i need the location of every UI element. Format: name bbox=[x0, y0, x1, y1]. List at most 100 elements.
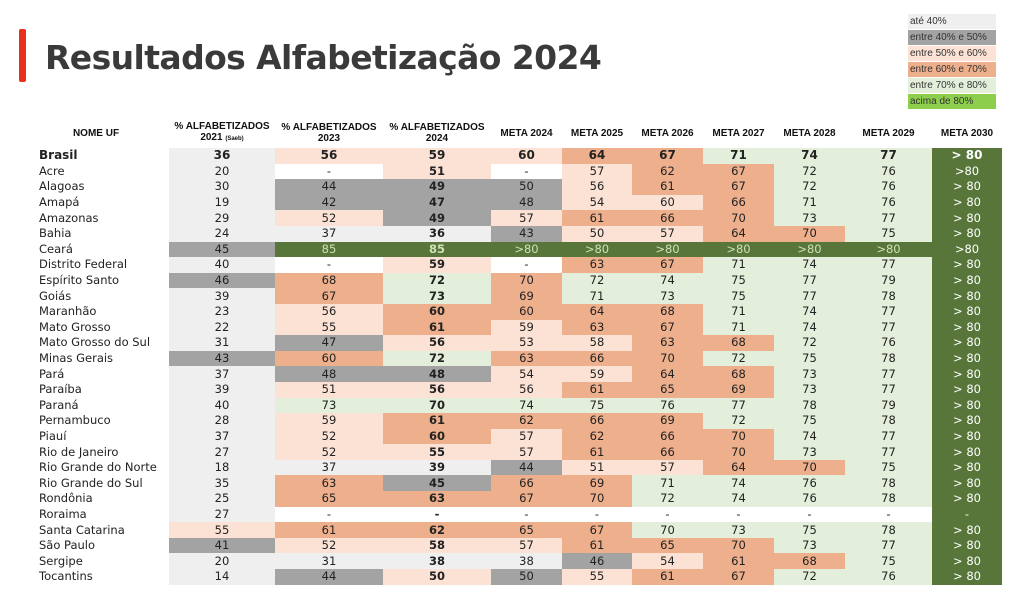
table-row: Rio Grande do Norte 18 37 39 44 51 57 64 70 75 > 8… bbox=[23, 460, 1002, 476]
table-row: Paraíba 39 51 56 56 61 65 69 73 77 > 80 bbox=[23, 382, 1002, 398]
value-cell: - bbox=[491, 257, 562, 273]
value-cell: 35 bbox=[169, 475, 275, 491]
column-header: META 2027 bbox=[703, 118, 774, 148]
table-row: Sergipe 20 31 38 38 46 54 61 68 75 > 80 bbox=[23, 553, 1002, 569]
value-cell: 77 bbox=[845, 444, 932, 460]
value-cell: 68 bbox=[774, 553, 845, 569]
value-cell: 53 bbox=[491, 335, 562, 351]
table-row: Acre 20-51-57 62 67 72 76 >80 bbox=[23, 164, 1002, 180]
value-cell: 45 bbox=[169, 242, 275, 258]
column-header-label: NOME UF bbox=[73, 128, 119, 139]
value-cell: > 80 bbox=[932, 398, 1002, 414]
value-cell: 61 bbox=[632, 179, 703, 195]
uf-name: Piauí bbox=[23, 429, 169, 445]
value-cell: 68 bbox=[703, 335, 774, 351]
uf-name: Pará bbox=[23, 366, 169, 382]
legend-item: entre 70% e 80% bbox=[908, 78, 996, 93]
value-cell: > 80 bbox=[932, 351, 1002, 367]
value-cell: 77 bbox=[845, 304, 932, 320]
value-cell: 74 bbox=[703, 475, 774, 491]
value-cell: > 80 bbox=[932, 429, 1002, 445]
column-header: META 2030 bbox=[932, 118, 1002, 148]
table-row: São Paulo 41 52 58 57 61 65 70 73 77 > 80 bbox=[23, 538, 1002, 554]
value-cell: 77 bbox=[774, 288, 845, 304]
column-header-label: META 2027 bbox=[712, 128, 764, 139]
value-cell: 76 bbox=[845, 569, 932, 585]
value-cell: 52 bbox=[275, 444, 383, 460]
table-row: Alagoas 30 44 49 50 56 61 67 72 76 > 80 bbox=[23, 179, 1002, 195]
value-cell: > 80 bbox=[932, 538, 1002, 554]
value-cell: 52 bbox=[275, 538, 383, 554]
value-cell: 70 bbox=[562, 491, 632, 507]
value-cell: > 80 bbox=[932, 148, 1002, 164]
column-header: % ALFABETIZADOS 2023 bbox=[275, 118, 383, 148]
value-cell: > 80 bbox=[932, 444, 1002, 460]
value-cell: 64 bbox=[703, 460, 774, 476]
uf-name: Rio de Janeiro bbox=[23, 444, 169, 460]
value-cell: 65 bbox=[275, 491, 383, 507]
value-cell: - bbox=[703, 507, 774, 523]
value-cell: 20 bbox=[169, 553, 275, 569]
value-cell: 78 bbox=[845, 413, 932, 429]
value-cell: >80 bbox=[932, 164, 1002, 180]
value-cell: 66 bbox=[632, 429, 703, 445]
value-cell: 73 bbox=[774, 444, 845, 460]
value-cell: 65 bbox=[632, 538, 703, 554]
value-cell: - bbox=[845, 507, 932, 523]
table-row: Goiás 39 67 73 69 71 73 75 77 78 > 80 bbox=[23, 288, 1002, 304]
legend-item: acima de 80% bbox=[908, 94, 996, 109]
uf-name: Distrito Federal bbox=[23, 257, 169, 273]
value-cell: 76 bbox=[845, 179, 932, 195]
value-cell: 61 bbox=[703, 553, 774, 569]
value-cell: - bbox=[275, 257, 383, 273]
table-row: Rio Grande do Sul 35 63 45 66 69 71 74 76 78 > 80 bbox=[23, 475, 1002, 491]
value-cell: 40 bbox=[169, 257, 275, 273]
results-table: NOME UF% ALFABETIZADOS 2021 (Saeb)% ALFA… bbox=[23, 118, 1002, 585]
value-cell: 49 bbox=[383, 210, 491, 226]
value-cell: 63 bbox=[632, 335, 703, 351]
uf-name: Espírito Santo bbox=[23, 273, 169, 289]
column-header-label: % ALFABETIZADOS 2021 bbox=[174, 121, 269, 143]
value-cell: > 80 bbox=[932, 491, 1002, 507]
value-cell: 55 bbox=[383, 444, 491, 460]
value-cell: 56 bbox=[562, 179, 632, 195]
value-cell: > 80 bbox=[932, 335, 1002, 351]
uf-name: Paraíba bbox=[23, 382, 169, 398]
value-cell: 57 bbox=[632, 460, 703, 476]
uf-name: Rondônia bbox=[23, 491, 169, 507]
value-cell: >80 bbox=[703, 242, 774, 258]
value-cell: 73 bbox=[275, 398, 383, 414]
table-row: Rondônia 25 65 63 67 70 72 74 76 78 > 80 bbox=[23, 491, 1002, 507]
value-cell: >80 bbox=[632, 242, 703, 258]
value-cell: >80 bbox=[562, 242, 632, 258]
value-cell: 52 bbox=[275, 210, 383, 226]
value-cell: 43 bbox=[169, 351, 275, 367]
value-cell: 63 bbox=[562, 320, 632, 336]
column-header: % ALFABETIZADOS 2021 (Saeb) bbox=[169, 118, 275, 148]
value-cell: 50 bbox=[491, 569, 562, 585]
value-cell: 73 bbox=[774, 210, 845, 226]
page-title: Resultados Alfabetização 2024 bbox=[45, 38, 601, 77]
value-cell: 69 bbox=[703, 382, 774, 398]
value-cell: 69 bbox=[562, 475, 632, 491]
header-row: NOME UF% ALFABETIZADOS 2021 (Saeb)% ALFA… bbox=[23, 118, 1002, 148]
value-cell: 43 bbox=[491, 226, 562, 242]
value-cell: 50 bbox=[491, 179, 562, 195]
value-cell: 75 bbox=[845, 460, 932, 476]
value-cell: 57 bbox=[491, 538, 562, 554]
value-cell: 56 bbox=[275, 148, 383, 164]
column-header: META 2029 bbox=[845, 118, 932, 148]
uf-name: Ceará bbox=[23, 242, 169, 258]
uf-name: Maranhão bbox=[23, 304, 169, 320]
value-cell: 69 bbox=[632, 413, 703, 429]
value-cell: > 80 bbox=[932, 226, 1002, 242]
value-cell: 50 bbox=[562, 226, 632, 242]
value-cell: 78 bbox=[845, 351, 932, 367]
value-cell: 72 bbox=[562, 273, 632, 289]
value-cell: 70 bbox=[774, 460, 845, 476]
value-cell: 29 bbox=[169, 210, 275, 226]
value-cell: 71 bbox=[703, 304, 774, 320]
value-cell: > 80 bbox=[932, 210, 1002, 226]
column-header-label: % ALFABETIZADOS 2023 bbox=[281, 122, 376, 144]
value-cell: 46 bbox=[562, 553, 632, 569]
